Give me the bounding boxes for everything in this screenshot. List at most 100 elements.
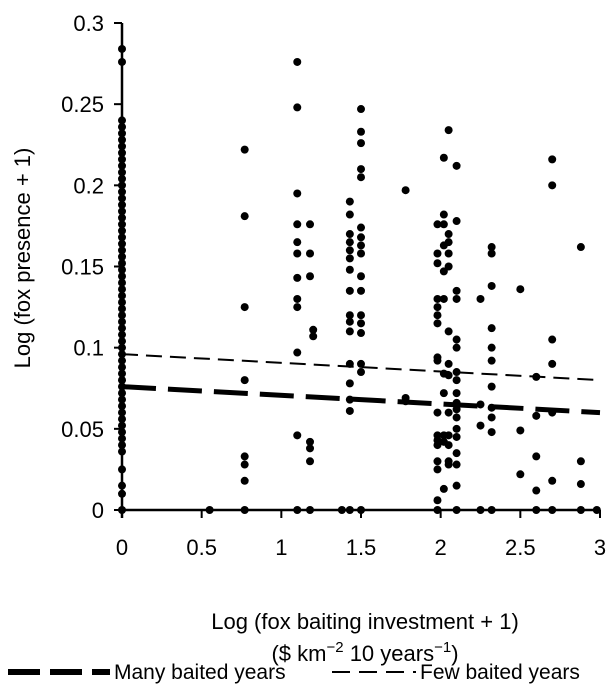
data-point <box>444 230 453 239</box>
data-point <box>444 460 453 469</box>
y-tick-label: 0.05 <box>61 417 104 442</box>
data-point <box>345 238 354 247</box>
data-point <box>452 343 461 352</box>
plot-area <box>118 44 601 514</box>
y-tick-label: 0.2 <box>73 173 104 198</box>
data-point <box>433 356 442 365</box>
data-point <box>345 246 354 255</box>
data-point <box>444 126 453 135</box>
data-point <box>306 249 315 258</box>
data-point <box>357 319 365 328</box>
legend: Many baited years Few baited years <box>8 661 580 684</box>
data-point <box>452 368 461 377</box>
data-point <box>357 233 365 242</box>
data-point <box>444 327 453 336</box>
data-point <box>293 294 302 303</box>
data-point <box>487 428 496 437</box>
data-point <box>548 476 557 485</box>
data-point <box>452 161 461 170</box>
data-point <box>293 348 302 357</box>
data-point <box>309 332 318 341</box>
x-tick-label: 2 <box>435 535 447 560</box>
data-point <box>345 210 354 219</box>
data-point <box>357 223 365 232</box>
data-point <box>487 324 496 333</box>
data-point <box>357 173 365 182</box>
data-point <box>345 379 354 388</box>
data-point <box>357 249 365 258</box>
data-point <box>240 303 249 312</box>
legend-label-few-baited-years: Few baited years <box>420 661 580 684</box>
data-point <box>345 311 354 320</box>
data-point <box>433 408 442 417</box>
data-point <box>487 281 496 290</box>
data-point <box>345 286 354 295</box>
x-tick-label: 0.5 <box>186 535 217 560</box>
data-point <box>452 398 461 407</box>
data-point <box>452 460 461 469</box>
data-point <box>293 249 302 258</box>
data-point <box>345 197 354 206</box>
data-point <box>548 181 557 190</box>
data-point <box>240 452 249 461</box>
trend-line-many-baited-years <box>121 384 601 416</box>
data-point <box>357 359 365 368</box>
data-point <box>452 424 461 433</box>
data-point <box>439 220 448 229</box>
data-point <box>293 431 302 440</box>
data-point <box>345 406 354 415</box>
data-point <box>433 303 442 312</box>
data-point <box>452 217 461 226</box>
data-point <box>345 254 354 263</box>
y-tick-label: 0 <box>92 498 104 523</box>
data-point <box>240 212 249 221</box>
data-point <box>357 272 365 281</box>
data-point <box>532 411 541 420</box>
data-point <box>433 319 442 328</box>
data-point <box>433 441 442 450</box>
data-point <box>532 372 541 381</box>
data-point <box>309 325 318 334</box>
data-point <box>357 139 365 148</box>
data-point <box>476 400 485 409</box>
x-axis-unit-superscript-1: −2 <box>326 639 343 656</box>
data-point <box>401 186 410 195</box>
data-point <box>306 220 315 229</box>
data-point <box>548 359 557 368</box>
data-point <box>345 395 354 404</box>
data-point <box>357 105 365 114</box>
data-point <box>444 431 453 440</box>
data-point <box>357 127 365 136</box>
x-axis-title-line2: ($ km−2 10 years−1) <box>271 639 458 666</box>
data-point <box>240 460 249 469</box>
data-point <box>293 273 302 282</box>
data-point <box>452 413 461 422</box>
x-tick-label: 2.5 <box>505 535 536 560</box>
data-point <box>532 486 541 495</box>
data-point <box>293 103 302 112</box>
x-axis-unit-suffix: ) <box>451 641 458 666</box>
data-point <box>433 220 442 229</box>
data-point <box>487 243 496 252</box>
data-point <box>487 413 496 422</box>
y-tick-label: 0.1 <box>73 336 104 361</box>
data-point <box>516 470 525 479</box>
data-point <box>548 155 557 164</box>
data-point <box>357 165 365 174</box>
data-point <box>452 335 461 344</box>
data-point <box>576 243 585 252</box>
data-point <box>306 444 315 453</box>
data-point <box>476 421 485 430</box>
data-point <box>487 343 496 352</box>
data-point <box>487 403 496 412</box>
data-point <box>240 376 249 385</box>
y-tick-label: 0.25 <box>61 92 104 117</box>
y-axis-ticks: 0 0.05 0.1 0.15 0.2 0.25 0.3 <box>61 11 122 523</box>
x-axis-title-line1: Log (fox baiting investment + 1) <box>211 609 519 634</box>
legend-label-many-baited-years: Many baited years <box>114 661 286 684</box>
data-point <box>240 476 249 485</box>
data-point <box>452 432 461 441</box>
data-point <box>452 405 461 414</box>
data-point <box>433 465 442 474</box>
data-point <box>487 356 496 365</box>
